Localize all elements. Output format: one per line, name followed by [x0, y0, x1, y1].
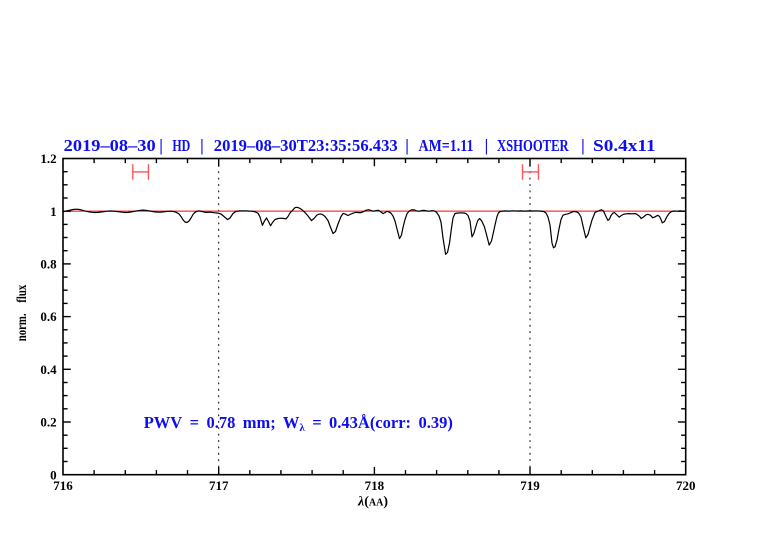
svg-text:|: |	[200, 136, 204, 155]
svg-text:norm. flux: norm. flux	[14, 285, 29, 342]
svg-text:2019–08–30: 2019–08–30	[64, 136, 156, 155]
svg-text:λ(AA): λ(AA)	[357, 495, 388, 510]
svg-text:718: 718	[365, 478, 385, 493]
svg-text:0: 0	[50, 467, 57, 482]
svg-text:0.8: 0.8	[40, 257, 57, 272]
svg-text:2019–08–30T23:35:56.433: 2019–08–30T23:35:56.433	[214, 136, 398, 155]
svg-text:0.4: 0.4	[40, 362, 57, 377]
svg-text:PWV = 0.78 mm; Wλ = 0.43: PWV = 0.78 mm; Wλ = 0.43Å(corr: 0.39)	[144, 413, 453, 434]
svg-text:|: |	[405, 136, 409, 155]
svg-text:0.6: 0.6	[40, 309, 57, 324]
svg-text:|: |	[581, 136, 585, 155]
svg-text:720: 720	[676, 478, 696, 493]
svg-text:|: |	[485, 136, 489, 155]
svg-text:719: 719	[520, 478, 540, 493]
svg-text:717: 717	[209, 478, 229, 493]
svg-text:XSHOOTER: XSHOOTER	[497, 136, 570, 155]
svg-text:|: |	[159, 136, 163, 155]
svg-text:1: 1	[50, 204, 57, 219]
svg-text:716: 716	[53, 478, 73, 493]
svg-text:0.2: 0.2	[40, 415, 56, 430]
svg-text:S0.4x11: S0.4x11	[593, 136, 656, 155]
svg-text:1.2: 1.2	[40, 151, 56, 166]
svg-text:AM=1.11: AM=1.11	[419, 136, 474, 155]
svg-text:HD: HD	[172, 136, 190, 155]
